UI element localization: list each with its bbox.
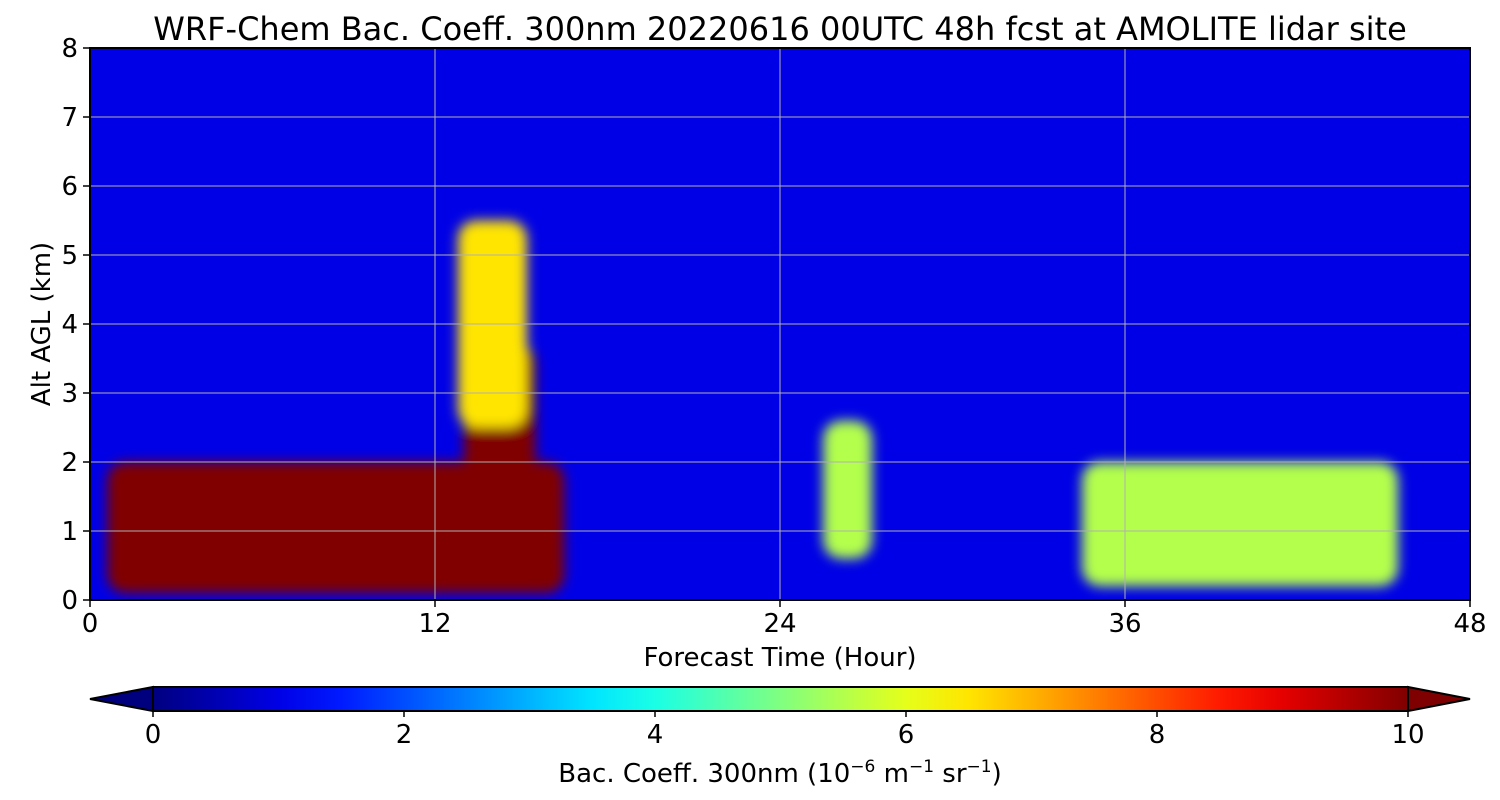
chart-title: WRF-Chem Bac. Coeff. 300nm 20220616 00UT… xyxy=(153,10,1407,48)
heatmap-region-4 xyxy=(823,420,872,559)
y-tick-label: 4 xyxy=(61,310,78,340)
colorbar-tick-label: 10 xyxy=(1391,720,1424,750)
grid-lines xyxy=(90,48,1470,600)
x-tick-label: 36 xyxy=(1108,609,1141,639)
colorbar-extend-low xyxy=(89,685,154,713)
y-tick-label: 8 xyxy=(61,34,78,64)
x-tick-label: 12 xyxy=(418,609,451,639)
colorbar-tick-label: 2 xyxy=(396,720,413,750)
y-tick-label: 7 xyxy=(61,103,78,133)
colorbar-tick-label: 6 xyxy=(898,720,915,750)
colorbar: 0 2 4 6 8 10 Bac. Coeff. 300nm (10−6 m−1 sr−1… xyxy=(89,685,1471,789)
colorbar-tick-label: 4 xyxy=(647,720,664,750)
colorbar-tick-label: 8 xyxy=(1149,720,1166,750)
x-tick-label: 24 xyxy=(763,609,796,639)
y-tick-label: 2 xyxy=(61,448,78,478)
y-axis-label: Alt AGL (km) xyxy=(27,242,57,406)
heatmap-region-1 xyxy=(107,462,565,594)
y-tick-label: 1 xyxy=(61,517,78,547)
x-tick-label: 48 xyxy=(1453,609,1486,639)
x-axis-label: Forecast Time (Hour) xyxy=(643,643,916,673)
x-axis-ticks: 0 12 24 36 48 xyxy=(82,600,1487,639)
y-tick-label: 5 xyxy=(61,241,78,271)
y-tick-label: 0 xyxy=(61,586,78,616)
colorbar-label: Bac. Coeff. 300nm (10−6 m−1 sr−1) xyxy=(558,757,1001,789)
y-tick-label: 3 xyxy=(61,379,78,409)
colorbar-extend-high xyxy=(1407,685,1471,713)
y-tick-label: 6 xyxy=(61,172,78,202)
colorbar-body xyxy=(152,686,1409,712)
x-tick-label: 0 xyxy=(82,609,99,639)
y-axis-ticks: 0 1 2 3 4 5 6 7 8 xyxy=(61,34,90,616)
colorbar-ticks: 0 2 4 6 8 10 xyxy=(145,711,1425,750)
heatmap-region-5 xyxy=(1081,462,1399,587)
colorbar-tick-label: 0 xyxy=(145,720,162,750)
